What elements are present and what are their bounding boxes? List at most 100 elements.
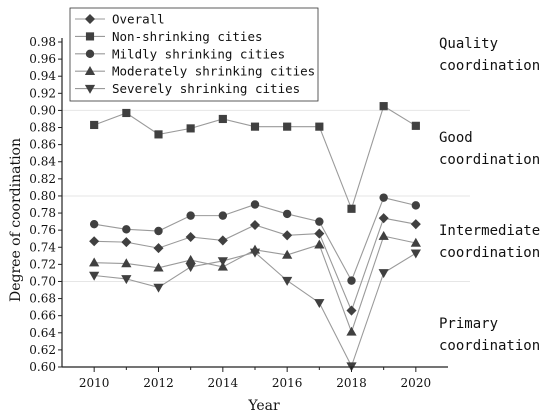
- series-moderately-shrinking-cities: [89, 230, 421, 336]
- legend-entry-overall: Overall: [75, 12, 165, 27]
- y-tick-label: 0.94: [29, 69, 56, 83]
- data-point-moderately-shrinking-cities-2011: [121, 258, 132, 268]
- x-tick-label: 2012: [143, 376, 174, 390]
- band-annotation-line: Intermediate: [439, 223, 540, 239]
- series-line-mildly-shrinking-cities: [94, 197, 416, 282]
- data-point-overall-2017: [314, 228, 325, 239]
- data-point-non-shrinking-cities-2020: [411, 121, 420, 130]
- y-tick-label: 0.82: [29, 172, 56, 186]
- band-annotation-line: Primary: [439, 316, 498, 332]
- y-tick-label: 0.90: [29, 103, 56, 117]
- data-point-mildly-shrinking-cities-2020: [411, 201, 421, 210]
- band-annotation-line: coordination: [439, 245, 540, 261]
- data-point-mildly-shrinking-cities-2013: [186, 211, 195, 220]
- y-axis-ticks: 0.60 0.62 0.64 0.66 0.68 0.70 0.72 0.74 0.76 0.78…: [29, 35, 62, 374]
- data-point-moderately-shrinking-cities-2019: [378, 230, 389, 240]
- data-point-overall-2010: [89, 236, 100, 247]
- legend-label: Overall: [112, 12, 165, 27]
- series-mildly-shrinking-cities: [89, 193, 421, 285]
- data-point-overall-2011: [121, 237, 132, 248]
- y-tick-label: 0.68: [29, 292, 56, 306]
- data-point-severely-shrinking-cities-2010: [89, 271, 100, 281]
- series-line-severely-shrinking-cities: [94, 251, 417, 368]
- x-tick-label: 2020: [401, 376, 432, 390]
- data-point-severely-shrinking-cities-2019: [378, 269, 389, 279]
- band-annotation-line: Good: [439, 130, 473, 146]
- y-tick-label: 0.74: [29, 240, 56, 254]
- data-point-mildly-shrinking-cities-2011: [122, 225, 131, 234]
- data-point-overall-2015: [249, 220, 261, 231]
- data-point-severely-shrinking-cities-2013: [185, 263, 196, 273]
- data-point-moderately-shrinking-cities-2014: [217, 261, 228, 271]
- band-annotation-line: coordination: [439, 58, 540, 74]
- series-overall: [89, 213, 421, 316]
- legend: Overall Non-shrinking cities Mildly shrink…: [69, 7, 319, 102]
- series-layer: [89, 102, 421, 372]
- data-point-overall-2019: [378, 213, 389, 224]
- data-point-mildly-shrinking-cities-2016: [282, 209, 292, 219]
- x-axis-title: Year: [247, 398, 280, 414]
- y-tick-label: 0.98: [29, 35, 56, 49]
- y-tick-label: 0.70: [29, 274, 56, 288]
- band-annotation-line: coordination: [439, 338, 540, 354]
- y-tick-label: 0.80: [29, 189, 56, 203]
- y-tick-label: 0.76: [29, 223, 56, 237]
- band-annotation-quality: Quality coordination: [439, 36, 540, 74]
- legend-marker-overall: [84, 13, 96, 25]
- band-annotations: Quality coordination Good coordination Inter…: [439, 36, 540, 354]
- x-tick-label: 2016: [272, 376, 303, 390]
- data-point-non-shrinking-cities-2012: [154, 130, 163, 139]
- data-point-moderately-shrinking-cities-2010: [89, 257, 100, 267]
- y-tick-label: 0.72: [29, 257, 56, 271]
- data-point-mildly-shrinking-cities-2014: [218, 211, 228, 220]
- x-tick-label: 2018: [336, 376, 367, 390]
- legend-marker-moderately-shrinking-cities: [84, 65, 96, 75]
- data-point-overall-2012: [153, 243, 164, 254]
- data-point-overall-2014: [217, 235, 228, 246]
- legend-label: Non-shrinking cities: [112, 29, 263, 44]
- band-annotation-primary: Primary coordination: [439, 316, 540, 354]
- y-tick-label: 0.60: [29, 360, 56, 374]
- band-annotation-line: Quality: [439, 36, 498, 52]
- x-axis-ticks: 2010 2012 2014 2016 2018 2020: [79, 367, 431, 390]
- legend-marker-non-shrinking-cities: [85, 32, 95, 41]
- band-annotation-good: Good coordination: [439, 130, 540, 168]
- y-tick-label: 0.84: [29, 155, 56, 169]
- series-line-non-shrinking-cities: [93, 105, 417, 211]
- data-point-moderately-shrinking-cities-2018: [346, 326, 357, 336]
- data-point-mildly-shrinking-cities-2015: [250, 200, 260, 209]
- y-tick-label: 0.96: [29, 52, 56, 66]
- x-tick-label: 2010: [79, 376, 110, 390]
- series-non-shrinking-cities: [90, 102, 420, 213]
- series-severely-shrinking-cities: [89, 248, 421, 372]
- data-point-non-shrinking-cities-2014: [218, 114, 227, 124]
- data-point-severely-shrinking-cities-2014: [217, 257, 228, 267]
- legend-marker-severely-shrinking-cities: [84, 84, 96, 94]
- data-point-mildly-shrinking-cities-2010: [89, 219, 99, 229]
- y-tick-label: 0.92: [29, 86, 56, 100]
- data-point-non-shrinking-cities-2011: [122, 108, 131, 118]
- y-tick-label: 0.78: [29, 206, 56, 220]
- data-point-non-shrinking-cities-2017: [315, 122, 324, 131]
- data-point-non-shrinking-cities-2010: [90, 120, 99, 130]
- data-point-severely-shrinking-cities-2012: [153, 283, 164, 293]
- data-point-moderately-shrinking-cities-2012: [153, 262, 164, 272]
- data-point-mildly-shrinking-cities-2017: [315, 217, 324, 226]
- data-point-severely-shrinking-cities-2017: [314, 299, 325, 309]
- y-tick-label: 0.88: [29, 121, 56, 135]
- legend-marker-mildly-shrinking-cities: [85, 49, 95, 59]
- data-point-overall-2018: [346, 305, 357, 316]
- data-point-moderately-shrinking-cities-2016: [282, 249, 293, 259]
- band-annotation-line: coordination: [439, 152, 540, 168]
- legend-label: Severely shrinking cities: [112, 81, 300, 96]
- legend-entry-moderately-shrinking-cities: Moderately shrinking cities: [75, 64, 315, 79]
- x-tick-label: 2014: [208, 376, 239, 390]
- coordination-band-lines: [62, 109, 470, 282]
- legend-entry-severely-shrinking-cities: Severely shrinking cities: [75, 81, 300, 96]
- y-tick-label: 0.66: [29, 309, 56, 323]
- data-point-overall-2016: [282, 230, 293, 241]
- data-point-mildly-shrinking-cities-2019: [379, 193, 388, 202]
- data-point-mildly-shrinking-cities-2018: [347, 276, 356, 285]
- data-point-overall-2020: [410, 219, 421, 230]
